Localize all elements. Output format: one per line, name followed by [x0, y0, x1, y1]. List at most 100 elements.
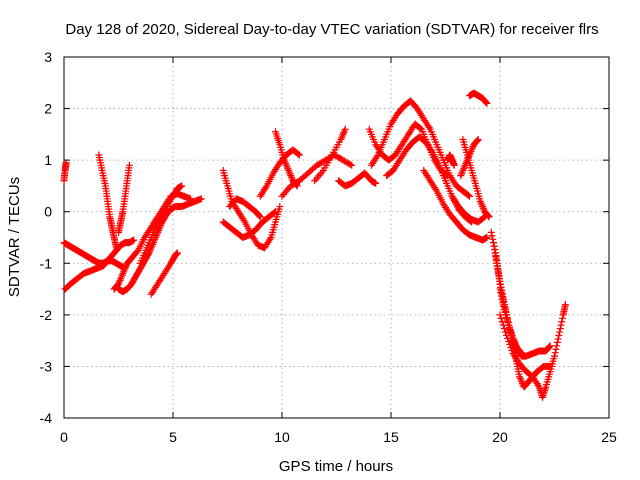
y-axis-label: SDTVAR / TECUs	[6, 177, 23, 297]
series-arc-19	[367, 97, 473, 200]
data-point	[489, 235, 497, 243]
data-point	[555, 331, 563, 339]
data-point	[467, 148, 475, 156]
series-arc-21	[420, 166, 491, 244]
data-point	[487, 228, 495, 236]
data-point	[460, 163, 468, 171]
series-arc-8	[136, 182, 186, 267]
data-point	[282, 160, 290, 168]
data-point	[558, 314, 566, 322]
data-point	[507, 344, 515, 352]
data-point	[117, 273, 125, 281]
x-tick-label: 20	[492, 429, 508, 445]
data-point	[545, 343, 553, 351]
series-arc-2	[61, 236, 138, 293]
series-arc-5	[115, 161, 133, 236]
data-point	[479, 204, 487, 212]
data-point	[450, 161, 458, 169]
x-tick-label: 0	[60, 429, 68, 445]
series-arc-12	[226, 195, 264, 221]
data-point	[120, 266, 128, 274]
data-point	[468, 144, 476, 152]
data-point	[463, 156, 471, 164]
data-point	[115, 278, 123, 286]
data-point	[554, 335, 562, 343]
data-point	[256, 213, 264, 221]
data-point	[556, 325, 564, 333]
data-point	[465, 151, 473, 159]
data-point	[553, 338, 561, 346]
series-arc-27	[487, 228, 554, 360]
data-point	[338, 132, 346, 140]
data-point	[120, 268, 128, 276]
data-point	[348, 161, 356, 169]
data-point	[465, 153, 473, 161]
data-point	[500, 325, 508, 333]
data-point	[497, 314, 505, 322]
series-arc-11	[219, 208, 279, 241]
data-point	[473, 136, 481, 144]
y-tick-label: 2	[44, 101, 52, 117]
data-point	[130, 236, 138, 244]
data-point	[119, 270, 127, 278]
y-tick-label: -2	[40, 307, 53, 323]
data-point	[425, 123, 433, 131]
data-point	[545, 344, 553, 352]
data-point	[255, 212, 263, 220]
data-point	[498, 318, 506, 326]
data-point	[552, 345, 560, 353]
data-point	[464, 191, 472, 199]
data-point	[482, 99, 490, 107]
data-point	[556, 328, 564, 336]
data-point	[432, 185, 440, 193]
series-arc-16	[311, 125, 349, 185]
data-point	[255, 211, 263, 219]
series-arc-23	[459, 136, 493, 221]
data-point	[509, 334, 517, 342]
data-point	[468, 146, 476, 154]
data-layer	[60, 89, 569, 401]
y-tick-label: -1	[40, 255, 53, 271]
data-point	[480, 214, 488, 222]
data-point	[372, 179, 380, 187]
data-point	[462, 160, 470, 168]
data-point	[340, 127, 348, 135]
data-point	[457, 172, 465, 180]
series-arc-14	[256, 146, 303, 200]
data-point	[516, 373, 524, 381]
series-arc-25	[465, 89, 491, 107]
data-point	[270, 209, 278, 217]
data-point	[497, 289, 505, 297]
data-point	[294, 150, 302, 158]
data-point	[483, 234, 491, 241]
data-point	[339, 130, 347, 138]
data-point	[477, 199, 485, 207]
series-arc-24	[457, 136, 482, 180]
data-point	[463, 158, 471, 166]
data-point	[534, 381, 542, 389]
series-arc-9	[147, 249, 181, 298]
data-point	[427, 147, 435, 155]
data-point	[561, 301, 569, 309]
data-point	[122, 263, 130, 271]
data-point	[295, 151, 303, 159]
data-point	[118, 271, 126, 279]
data-point	[506, 341, 514, 349]
data-point	[466, 149, 474, 157]
series-arc-26	[444, 151, 458, 169]
data-point	[464, 154, 472, 162]
data-point	[287, 173, 295, 181]
data-point	[483, 99, 491, 107]
data-point	[516, 374, 524, 382]
data-point	[478, 201, 486, 209]
data-point	[121, 264, 129, 272]
data-point	[512, 341, 520, 349]
data-point	[481, 98, 489, 106]
data-point	[517, 376, 525, 384]
data-point	[476, 197, 484, 205]
data-point	[276, 203, 284, 211]
data-point	[479, 203, 487, 211]
data-point	[557, 321, 565, 329]
data-point	[285, 168, 293, 176]
